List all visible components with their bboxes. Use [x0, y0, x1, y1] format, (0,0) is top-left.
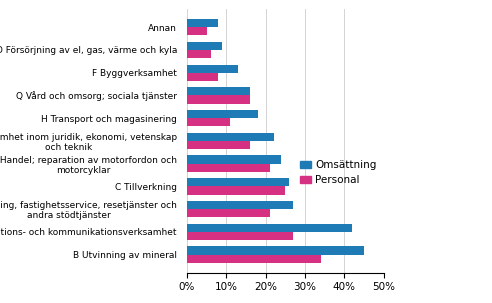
Bar — [187, 73, 218, 81]
Bar — [187, 95, 250, 104]
Bar — [187, 110, 258, 118]
Bar — [187, 141, 250, 149]
Bar — [187, 178, 289, 186]
Bar — [187, 232, 293, 240]
Bar — [187, 209, 270, 217]
Bar — [187, 186, 285, 195]
Bar — [187, 201, 293, 209]
Bar — [187, 246, 364, 255]
Bar — [187, 255, 321, 263]
Bar — [187, 155, 281, 164]
Bar — [187, 164, 270, 172]
Bar — [187, 87, 250, 95]
Bar — [187, 19, 218, 27]
Bar — [187, 42, 222, 50]
Bar — [187, 118, 230, 126]
Bar — [187, 50, 211, 58]
Bar — [187, 27, 207, 35]
Bar — [187, 133, 274, 141]
Legend: Omsättning, Personal: Omsättning, Personal — [296, 156, 380, 189]
Bar — [187, 224, 352, 232]
Bar — [187, 65, 238, 73]
